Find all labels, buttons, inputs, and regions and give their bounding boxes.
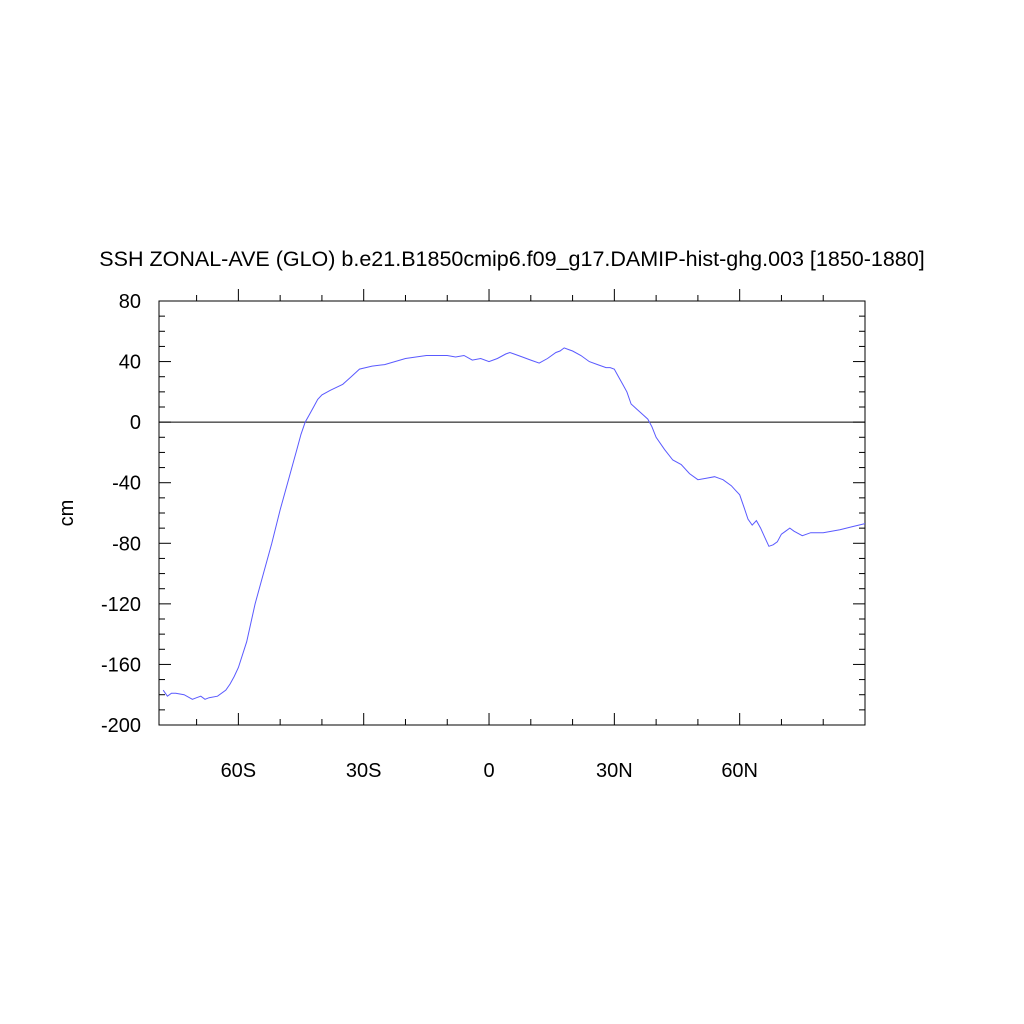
y-tick-label: -80 — [112, 533, 141, 555]
chart-title: SSH ZONAL-AVE (GLO) b.e21.B1850cmip6.f09… — [99, 247, 924, 271]
y-tick-label: -200 — [101, 715, 141, 737]
y-axis-label: cm — [56, 500, 78, 527]
y-tick-label: 0 — [130, 412, 141, 434]
y-tick-label: -40 — [112, 473, 141, 495]
y-tick-label: 40 — [119, 352, 141, 374]
x-tick-label: 60S — [221, 760, 257, 782]
y-tick-label: -120 — [101, 594, 141, 616]
x-tick-label: 60N — [721, 760, 758, 782]
plot-frame — [158, 300, 866, 726]
y-tick-label: -160 — [101, 654, 141, 676]
plot-area: 80 40 0 -40 -80 -120 -160 -200 60S 30S 0 30N 60N — [101, 289, 866, 782]
x-tick-label: 0 — [483, 760, 494, 782]
y-tick-label: 80 — [119, 291, 141, 313]
x-tick-label: 30S — [346, 760, 382, 782]
ssh-series-line — [162, 347, 866, 700]
x-tick-label: 30N — [596, 760, 633, 782]
